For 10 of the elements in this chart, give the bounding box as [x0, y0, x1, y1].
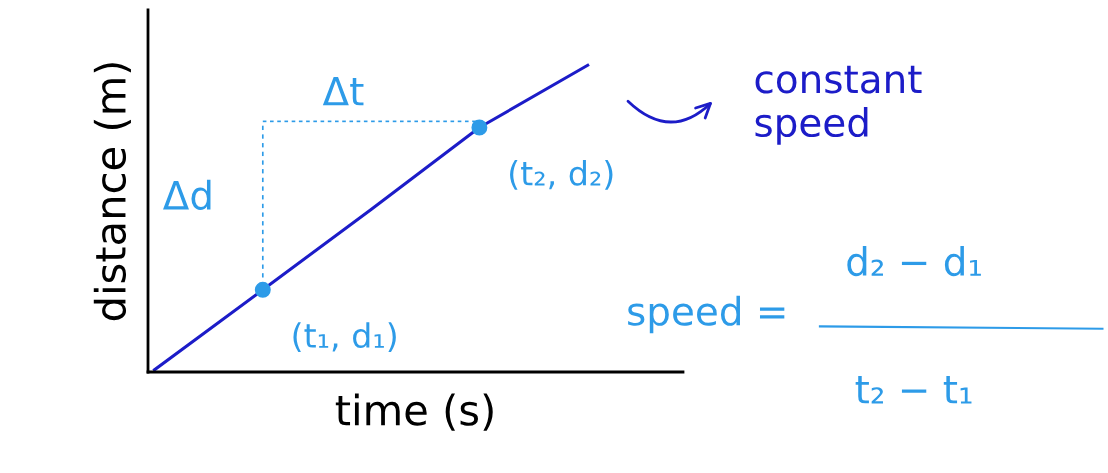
text: d₂ − d₁: [847, 246, 981, 277]
annotation: (t₂, d₂): [510, 159, 613, 190]
annotation: speed =: [628, 295, 785, 334]
annotation: Δd: [163, 179, 211, 210]
x-axis-title: time (s): [335, 393, 493, 431]
y-axis-title: distance (m): [93, 63, 131, 321]
annotation: (t₁, d₁): [293, 322, 396, 352]
text: t₂ − t₁: [855, 376, 972, 404]
text: constant speed: [755, 65, 922, 145]
annotation: Δt: [322, 76, 364, 106]
